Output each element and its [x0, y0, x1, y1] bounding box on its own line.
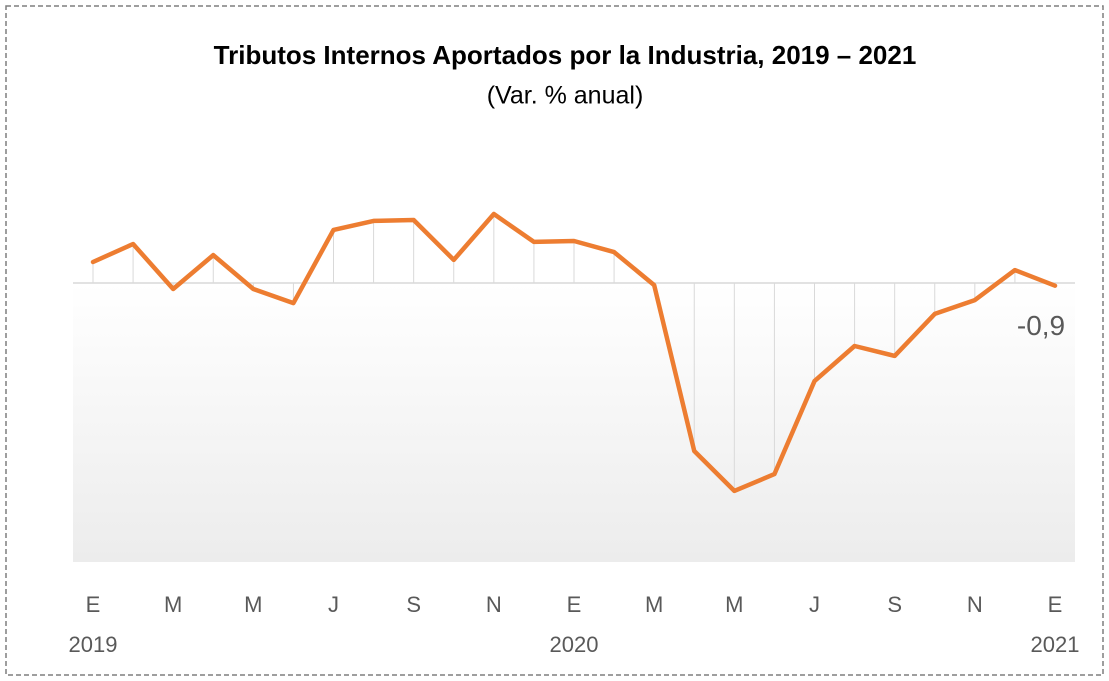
x-tick-label: E — [567, 592, 582, 617]
chart-title: Tributos Internos Aportados por la Indus… — [214, 40, 917, 70]
x-tick-label: M — [645, 592, 663, 617]
data-label: -0,9 — [1017, 310, 1065, 341]
line — [90, 211, 1058, 494]
x-tick-label: J — [328, 592, 339, 617]
x-tick-label: E — [86, 592, 101, 617]
x-tick-label: S — [406, 592, 421, 617]
x-tick-label: M — [725, 592, 743, 617]
x-year-label: 2021 — [1031, 632, 1080, 657]
x-tick-label: N — [967, 592, 983, 617]
x-tick-label: S — [887, 592, 902, 617]
frame — [5, 5, 1104, 676]
plot-area: -0,9 E 2019 M M J S N E 2020 M M J S N E 2021 — [69, 211, 1080, 657]
chart-subtitle: (Var. % anual) — [487, 82, 644, 110]
x-tick-label: N — [486, 592, 502, 617]
x-tick-label: E — [1048, 592, 1063, 617]
background-area — [73, 283, 1075, 562]
x-tick-label: M — [164, 592, 182, 617]
x-year-label: 2019 — [69, 632, 118, 657]
x-tick-label: M — [244, 592, 262, 617]
x-tick-label: J — [809, 592, 820, 617]
x-year-label: 2020 — [550, 632, 599, 657]
